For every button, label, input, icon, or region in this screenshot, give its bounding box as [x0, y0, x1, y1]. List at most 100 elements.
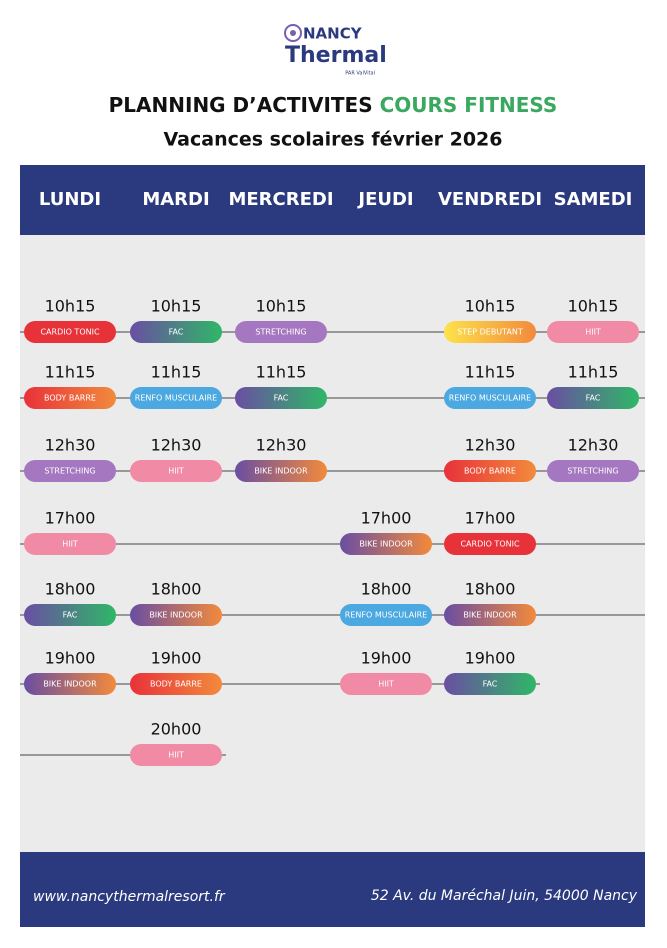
days-band [20, 165, 645, 235]
class-time: 18h00 [465, 580, 516, 599]
class-name: BODY BARRE [150, 680, 202, 689]
class-name: BIKE INDOOR [463, 611, 517, 620]
class-time: 10h15 [465, 297, 516, 316]
class-time: 12h30 [151, 436, 202, 455]
class-pill [340, 604, 432, 626]
class-time: 10h15 [151, 297, 202, 316]
website: www.nancythermalresort.fr [33, 889, 226, 905]
class-name: HIIT [378, 680, 394, 689]
class-name: FAC [274, 394, 289, 403]
class-name: HIIT [168, 751, 184, 760]
class-name: BIKE INDOOR [149, 611, 203, 620]
address: 52 Av. du Maréchal Juin, 54000 Nancy [371, 888, 638, 904]
class-time: 10h15 [256, 297, 307, 316]
class-name: RENFO MUSCULAIRE [449, 394, 531, 403]
class-time: 19h00 [361, 649, 412, 668]
class-pill [444, 673, 536, 695]
class-name: FAC [63, 611, 78, 620]
class-time: 20h00 [151, 720, 202, 739]
class-time: 19h00 [45, 649, 96, 668]
class-name: STRETCHING [255, 328, 306, 337]
class-pill [340, 533, 432, 555]
class-name: STEP DEBUTANT [457, 328, 523, 337]
class-name: HIIT [168, 467, 184, 476]
class-name: BODY BARRE [464, 467, 516, 476]
class-time: 18h00 [45, 580, 96, 599]
day-header: LUNDI [39, 189, 101, 210]
day-header: SAMEDI [554, 189, 633, 210]
class-name: HIIT [62, 540, 78, 549]
logo-line2: Thermal [285, 43, 387, 68]
day-header: VENDREDI [438, 189, 542, 210]
logo-line3: PAR ValVital [345, 71, 375, 77]
class-time: 19h00 [151, 649, 202, 668]
class-pill [130, 460, 222, 482]
class-name: FAC [169, 328, 184, 337]
class-pill [130, 604, 222, 626]
logo-line1: NANCY [303, 25, 363, 43]
class-pill [24, 387, 116, 409]
class-pill [340, 673, 432, 695]
class-pill [130, 673, 222, 695]
subtitle: Vacances scolaires février 2026 [164, 129, 503, 151]
logo: NANCY Thermal PAR ValVital [284, 24, 387, 77]
class-pill [444, 604, 536, 626]
class-time: 11h15 [45, 363, 96, 382]
class-pill [235, 460, 327, 482]
title-highlight: COURS FITNESS [380, 93, 558, 117]
title: PLANNING D’ACTIVITES COURS FITNESS [109, 93, 558, 117]
class-name: CARDIO TONIC [40, 328, 100, 337]
class-pill [24, 533, 116, 555]
class-name: CARDIO TONIC [460, 540, 520, 549]
class-pill [130, 744, 222, 766]
class-pill [24, 604, 116, 626]
class-name: FAC [483, 680, 498, 689]
day-header: MARDI [142, 189, 209, 210]
day-header: JEUDI [356, 189, 413, 210]
day-header: MERCREDI [228, 189, 333, 210]
class-time: 19h00 [465, 649, 516, 668]
class-name: RENFO MUSCULAIRE [135, 394, 217, 403]
class-pill [24, 460, 116, 482]
class-time: 18h00 [151, 580, 202, 599]
class-time: 11h15 [256, 363, 307, 382]
class-pill [444, 387, 536, 409]
class-pill [444, 321, 536, 343]
class-pill [444, 460, 536, 482]
class-name: STRETCHING [567, 467, 618, 476]
class-time: 17h00 [45, 509, 96, 528]
title-main: PLANNING D’ACTIVITES [109, 93, 380, 117]
class-pill [444, 533, 536, 555]
class-time: 12h30 [568, 436, 619, 455]
class-pill [235, 387, 327, 409]
class-time: 11h15 [568, 363, 619, 382]
class-pill [547, 460, 639, 482]
class-pill [547, 321, 639, 343]
class-name: STRETCHING [44, 467, 95, 476]
class-pill [24, 673, 116, 695]
class-pill [547, 387, 639, 409]
class-name: BODY BARRE [44, 394, 96, 403]
class-pill [235, 321, 327, 343]
class-time: 17h00 [465, 509, 516, 528]
class-name: BIKE INDOOR [43, 680, 97, 689]
class-pill [130, 387, 222, 409]
footer-band [20, 852, 645, 927]
class-name: BIKE INDOOR [254, 467, 308, 476]
class-time: 10h15 [568, 297, 619, 316]
class-pill [24, 321, 116, 343]
class-name: HIIT [585, 328, 601, 337]
class-name: BIKE INDOOR [359, 540, 413, 549]
class-time: 17h00 [361, 509, 412, 528]
class-time: 11h15 [151, 363, 202, 382]
class-time: 12h30 [45, 436, 96, 455]
class-name: FAC [586, 394, 601, 403]
class-time: 18h00 [361, 580, 412, 599]
class-time: 11h15 [465, 363, 516, 382]
class-time: 10h15 [45, 297, 96, 316]
class-time: 12h30 [465, 436, 516, 455]
class-pill [130, 321, 222, 343]
class-name: RENFO MUSCULAIRE [345, 611, 427, 620]
class-time: 12h30 [256, 436, 307, 455]
